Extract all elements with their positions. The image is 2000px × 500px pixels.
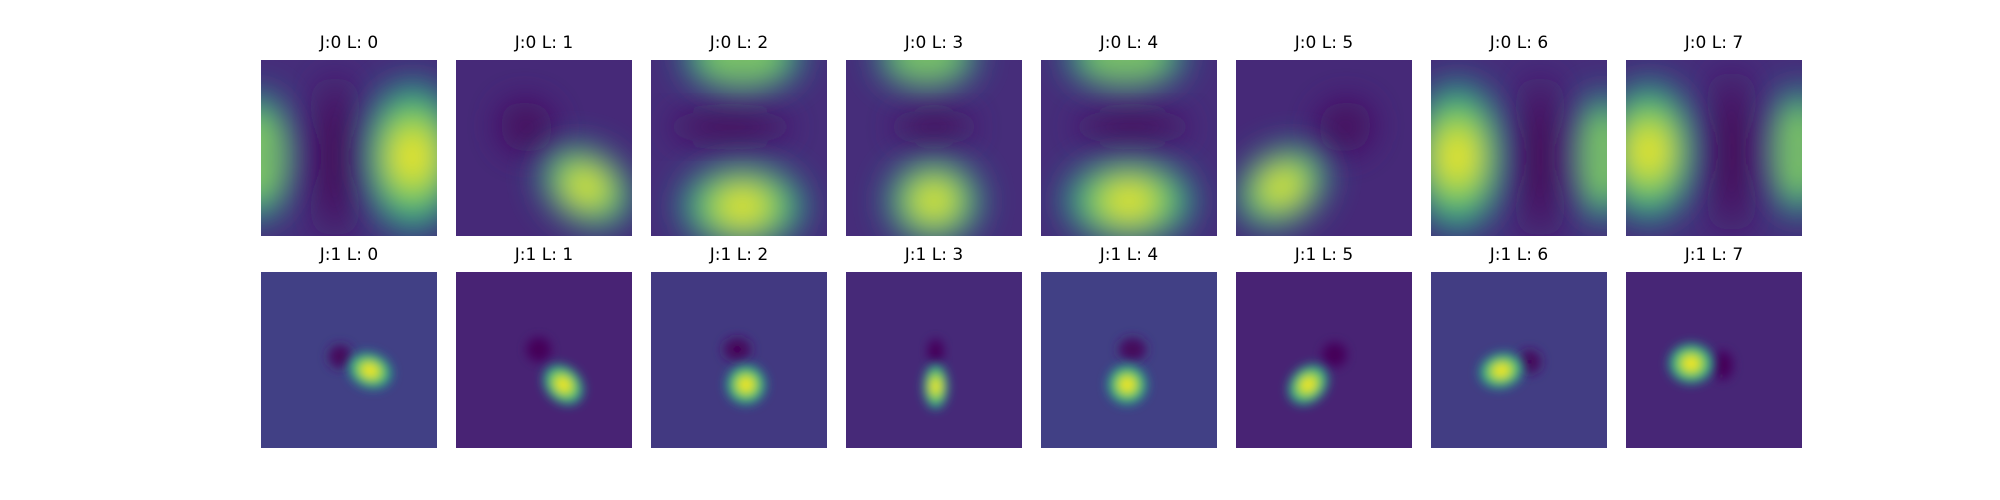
panel-j1-l0-negative-lobe — [327, 343, 353, 370]
panel-j0-l0-title: J:0 L: 0 — [319, 33, 379, 53]
panel-j0-l5-negative-lobe — [1318, 100, 1373, 153]
panel-j1-l3-positive-lobe — [923, 363, 949, 410]
panel-j1-l1-heatmap — [456, 272, 632, 448]
panel-j0-l6-positive-lobe — [1572, 90, 1607, 224]
panel-j0-l7-positive-lobe — [1767, 85, 1802, 218]
panel-j1-l6-title: J:1 L: 6 — [1489, 245, 1549, 265]
panel-j0-l3-positive-lobe — [876, 60, 978, 90]
panel-j0-l5-title: J:0 L: 5 — [1294, 33, 1354, 53]
panel-j0-l4-negative-lobe — [1077, 109, 1188, 144]
panel-j1-l5-negative-lobe — [1321, 342, 1348, 368]
panel-j0-l2-heatmap — [651, 60, 827, 236]
panel-j1-l3-heatmap — [846, 272, 1022, 448]
panel-j0-l7-heatmap — [1626, 60, 1802, 236]
panel-j1-l1-positive-lobe — [542, 364, 584, 406]
panel-j0-l3-title: J:0 L: 3 — [904, 33, 964, 53]
panel-j0-l3-positive-lobe — [885, 157, 983, 236]
panel-j0-l1-title: J:0 L: 1 — [514, 33, 574, 53]
panel-j1-l7-title: J:1 L: 7 — [1684, 245, 1744, 265]
panel-j0-l1-positive-lobe — [539, 143, 632, 230]
panel-j1-l7-heatmap — [1626, 272, 1802, 448]
panel-j0-l4-positive-lobe — [1062, 157, 1196, 236]
panel-j1-l4-heatmap — [1041, 272, 1217, 448]
panel-j0-l7-negative-lobe — [1710, 71, 1753, 232]
panel-j0-l6-title: J:0 L: 6 — [1489, 33, 1549, 53]
panel-j1-l2-title: J:1 L: 2 — [709, 245, 769, 265]
panel-j0-l1-heatmap — [456, 60, 632, 236]
panel-j0-l3-negative-lobe — [895, 109, 973, 144]
panel-j0-l0-positive-lobe — [361, 80, 437, 234]
panel-j0-l2-positive-lobe — [681, 60, 804, 93]
panel-j0-l2-positive-lobe — [678, 162, 807, 236]
panel-j1-l0-title: J:1 L: 0 — [319, 245, 379, 265]
panel-j0-l2-negative-lobe — [671, 109, 790, 144]
panel-j0-l7-title: J:0 L: 7 — [1684, 33, 1744, 53]
panel-j1-l2-positive-lobe — [725, 364, 767, 406]
panel-j1-l4-title: J:1 L: 4 — [1099, 245, 1159, 265]
panel-j1-l0-heatmap — [261, 272, 437, 448]
panel-j1-l3-title: J:1 L: 3 — [904, 245, 964, 265]
panel-j0-l6-heatmap — [1431, 60, 1607, 236]
panel-j0-l0-positive-lobe — [261, 90, 294, 223]
panel-j1-l1-negative-lobe — [526, 336, 552, 363]
panel-j1-l3-negative-lobe — [927, 338, 945, 364]
panel-j0-l0-negative-lobe — [313, 76, 357, 236]
panel-j1-l6-negative-lobe — [1516, 349, 1543, 375]
panel-j1-l7-positive-lobe — [1668, 343, 1715, 384]
panel-j1-l7-negative-lobe — [1712, 350, 1734, 381]
panel-j0-l4-heatmap — [1041, 60, 1217, 236]
panel-j0-l5-positive-lobe — [1236, 143, 1329, 230]
panel-j0-l4-positive-lobe — [1064, 60, 1187, 90]
panel-j1-l6-heatmap — [1431, 272, 1607, 448]
panel-j0-l0-heatmap — [261, 60, 437, 236]
panel-j0-l2-title: J:0 L: 2 — [709, 33, 769, 53]
panel-j1-l4-positive-lobe — [1106, 364, 1148, 406]
panel-j0-l6-negative-lobe — [1519, 76, 1562, 236]
panel-j0-l7-positive-lobe — [1626, 80, 1698, 223]
panel-j0-l1-negative-lobe — [499, 100, 554, 153]
panel-j1-l2-heatmap — [651, 272, 827, 448]
panel-j1-l1-title: J:1 L: 1 — [514, 245, 574, 265]
panel-j0-l6-positive-lobe — [1431, 80, 1506, 234]
panel-j1-l5-heatmap — [1236, 272, 1412, 448]
panel-j0-l4-title: J:0 L: 4 — [1099, 33, 1159, 53]
panel-j1-l5-positive-lobe — [1287, 364, 1329, 406]
panel-j1-l0-positive-lobe — [347, 352, 393, 390]
panel-j1-l2-negative-lobe — [722, 336, 753, 363]
panel-j1-l5-title: J:1 L: 5 — [1294, 245, 1354, 265]
panel-j0-l5-heatmap — [1236, 60, 1412, 236]
panel-j1-l6-positive-lobe — [1478, 352, 1525, 389]
panel-j0-l3-heatmap — [846, 60, 1022, 236]
panel-j1-l4-negative-lobe — [1117, 336, 1148, 363]
